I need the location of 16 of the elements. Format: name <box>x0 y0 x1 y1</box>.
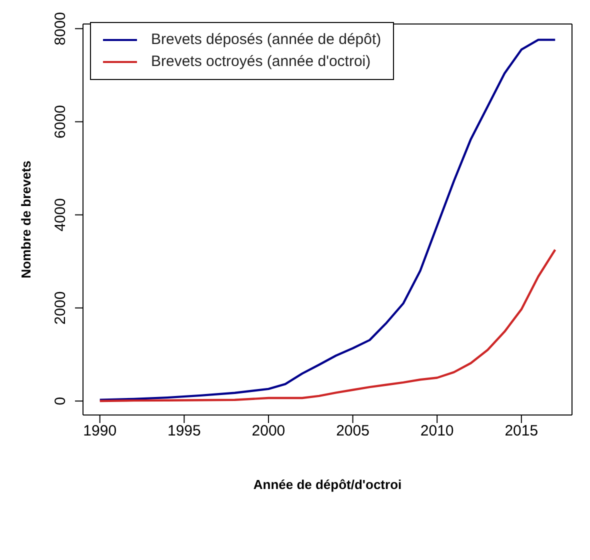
line-series <box>98 248 556 402</box>
x-tick-label: 2005 <box>336 422 370 440</box>
y-tick-label: 0 <box>52 396 69 406</box>
y-tick-label: 8000 <box>52 12 69 46</box>
x-tick-label: 2010 <box>420 422 454 440</box>
y-tick-label: 2000 <box>52 291 69 325</box>
x-tick-label: 2000 <box>252 422 286 440</box>
legend-label: Brevets déposés (année de dépôt) <box>151 30 382 50</box>
y-tick-label: 4000 <box>52 198 69 232</box>
y-tick-label: 6000 <box>52 105 69 138</box>
x-axis-title: Année de dépôt/d'octroi <box>253 477 402 492</box>
x-tick-label: 1995 <box>167 422 201 440</box>
legend-label: Brevets octroyés (année d'octroi) <box>151 52 371 72</box>
x-tick-label: 2015 <box>504 422 538 440</box>
x-tick-label: 1990 <box>83 422 117 440</box>
y-axis-title: Nombre de brevets <box>18 160 34 278</box>
